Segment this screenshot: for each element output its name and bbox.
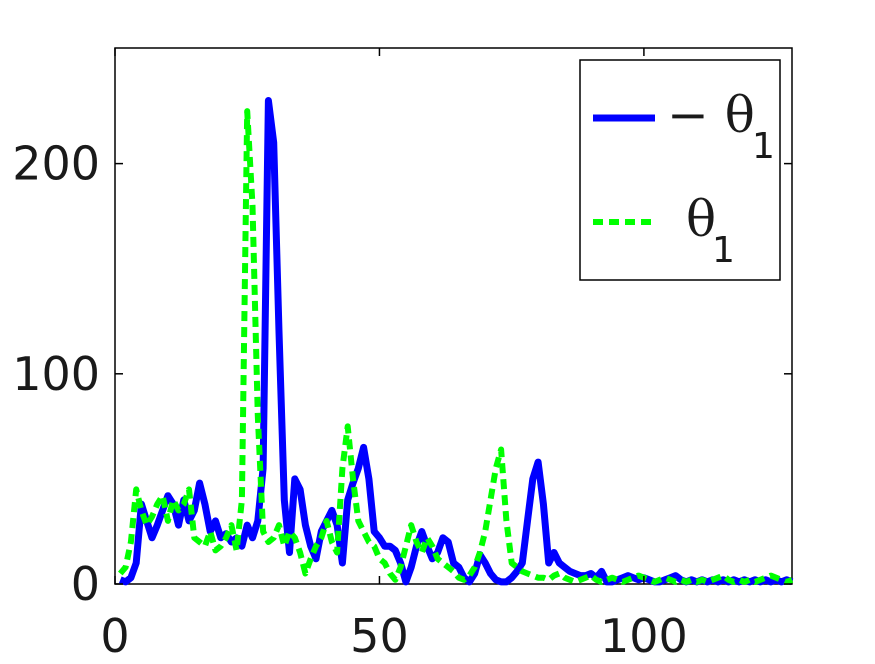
legend-label-2: θ <box>686 190 716 248</box>
legend-box <box>579 59 781 281</box>
legend-subscript-2: 1 <box>712 230 735 271</box>
axes: 0 50 100 0 100 200 <box>12 48 792 663</box>
y-tick-label: 0 <box>71 557 100 611</box>
legend-subscript-1: 1 <box>752 126 775 167</box>
legend-label-1: − θ <box>667 86 755 144</box>
x-tick-label: 0 <box>100 609 129 663</box>
x-tick-label: 50 <box>350 609 409 663</box>
x-tick-label: 100 <box>600 609 688 663</box>
y-tick-label: 200 <box>12 137 100 191</box>
y-tick-label: 100 <box>12 347 100 401</box>
series-line-2 <box>118 108 794 585</box>
series-layer <box>118 97 794 586</box>
